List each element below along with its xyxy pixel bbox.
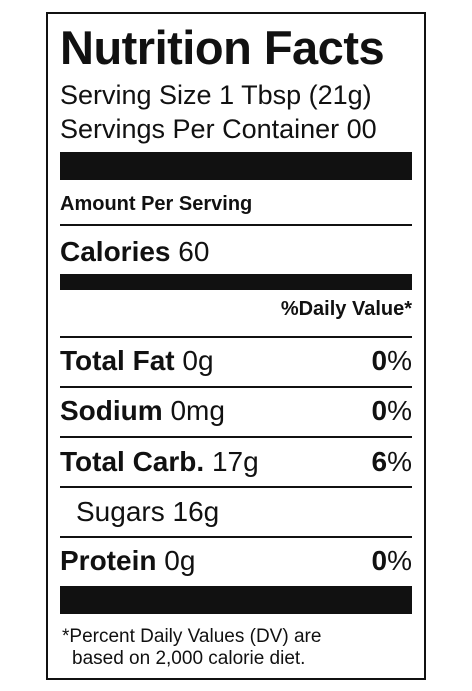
- divider: [60, 224, 412, 226]
- nutrient-daily-value: 6%: [372, 443, 412, 481]
- divider: [60, 436, 412, 438]
- footnote-line-1: *Percent Daily Values (DV) are: [62, 626, 322, 647]
- nutrient-row-sodium: Sodium 0mg 0%: [60, 392, 412, 430]
- dv-sign: %: [387, 345, 412, 376]
- daily-value-header: %Daily Value*: [280, 298, 412, 320]
- dv-sign: %: [387, 395, 412, 426]
- nutrition-facts-label: Nutrition Facts Serving Size 1 Tbsp (21g…: [46, 12, 426, 680]
- nutrient-amount: 0g: [182, 345, 214, 376]
- dv-number: 0: [371, 395, 388, 426]
- calories-value: 60: [178, 236, 210, 267]
- amount-per-serving: Amount Per Serving: [60, 193, 253, 215]
- nutrient-row-total-fat: Total Fat 0g 0%: [60, 342, 412, 380]
- divider: [60, 536, 412, 538]
- nutrient-row-total-carb: Total Carb. 17g 6%: [60, 443, 412, 481]
- nutrient-name: Total Carb.: [60, 446, 205, 477]
- footnote: *Percent Daily Values (DV) are based on …: [62, 626, 402, 670]
- dv-number: 0: [371, 345, 388, 376]
- nutrient-name: Sugars: [76, 496, 165, 527]
- nutrient-row-protein: Protein 0g 0%: [60, 542, 412, 580]
- nutrient-name: Protein: [60, 545, 157, 576]
- divider: [60, 486, 412, 488]
- calories-label: Calories: [60, 236, 171, 267]
- nutrient-name: Sodium: [60, 395, 163, 426]
- nutrient-row-sugars: Sugars 16g: [76, 493, 412, 531]
- nutrient-amount: 0g: [164, 545, 196, 576]
- footnote-line-2: based on 2,000 calorie diet.: [72, 648, 306, 669]
- nutrient-daily-value: 0%: [372, 392, 412, 430]
- calories-row: Calories 60: [60, 236, 209, 268]
- label-title: Nutrition Facts: [60, 21, 385, 74]
- thick-divider-bottom: [60, 586, 412, 614]
- dv-sign: %: [387, 545, 412, 576]
- medium-divider: [60, 274, 412, 290]
- nutrient-amount: 16g: [172, 496, 220, 527]
- nutrient-daily-value: 0%: [372, 342, 412, 380]
- divider: [60, 386, 412, 388]
- dv-sign: %: [387, 446, 412, 477]
- nutrient-name: Total Fat: [60, 345, 175, 376]
- divider: [60, 336, 412, 338]
- thick-divider-top: [60, 152, 412, 180]
- dv-number: 0: [371, 545, 388, 576]
- nutrient-amount: 17g: [211, 446, 259, 477]
- dv-number: 6: [371, 446, 388, 477]
- nutrient-daily-value: 0%: [372, 542, 412, 580]
- servings-per-container: Servings Per Container 00: [60, 114, 377, 144]
- serving-size: Serving Size 1 Tbsp (21g): [60, 80, 372, 110]
- nutrient-amount: 0mg: [170, 395, 225, 426]
